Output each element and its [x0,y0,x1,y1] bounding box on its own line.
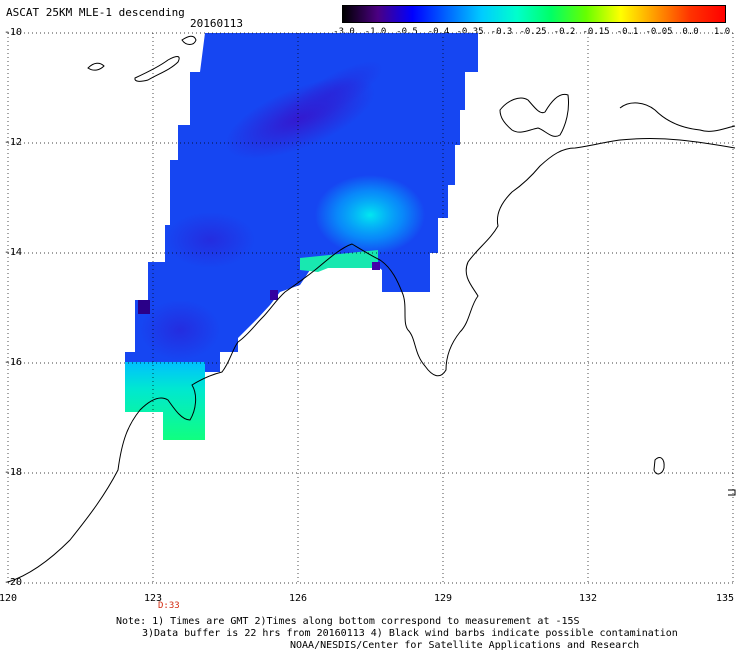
colorbar-label: -1.0 [364,27,387,37]
footer-note-1: Note: 1) Times are GMT 2)Times along bot… [116,616,580,627]
colorbar-label: -0.1 [616,27,639,37]
latitude-label: -20 [4,577,23,588]
longitude-label: 123 [143,593,163,604]
longitude-label: 126 [288,593,308,604]
colorbar-label: -0.35 [456,27,484,37]
footer-note-2: 3)Data buffer is 22 hrs from 20160113 4)… [142,628,678,639]
longitude-label: 129 [433,593,453,604]
latitude-label: -14 [4,247,23,258]
footer-note-3: NOAA/NESDIS/Center for Satellite Applica… [290,640,640,651]
latitude-label: -10 [4,27,23,38]
colorbar-label: -0.25 [519,27,547,37]
time-label: D:33 [158,601,180,611]
latitude-label: -18 [4,467,23,478]
latitude-label: -12 [4,137,23,148]
colorbar-label: 1.0 [713,27,731,37]
product-title: ASCAT 25KM MLE-1 descending [6,6,185,19]
latitude-label: -16 [4,357,23,368]
colorbar-label: -0.05 [645,27,673,37]
colorbar-label: -0.4 [427,27,450,37]
colorbar-label: -3.0 [333,27,355,37]
colorbar-label: 0.0 [682,27,699,37]
colorbar-label: -0.3 [490,27,513,37]
longitude-label: 132 [578,593,598,604]
product-date: 20160113 [190,17,243,30]
wind-swath [125,33,478,440]
colorbar-label: -0.15 [582,27,610,37]
colorbar-label: -0.2 [553,27,576,37]
colorbar-label: -0.5 [396,27,418,37]
longitude-label: 120 [0,593,18,604]
colorbar [342,5,726,23]
longitude-label: 135 [715,593,735,604]
coastline [7,35,736,583]
